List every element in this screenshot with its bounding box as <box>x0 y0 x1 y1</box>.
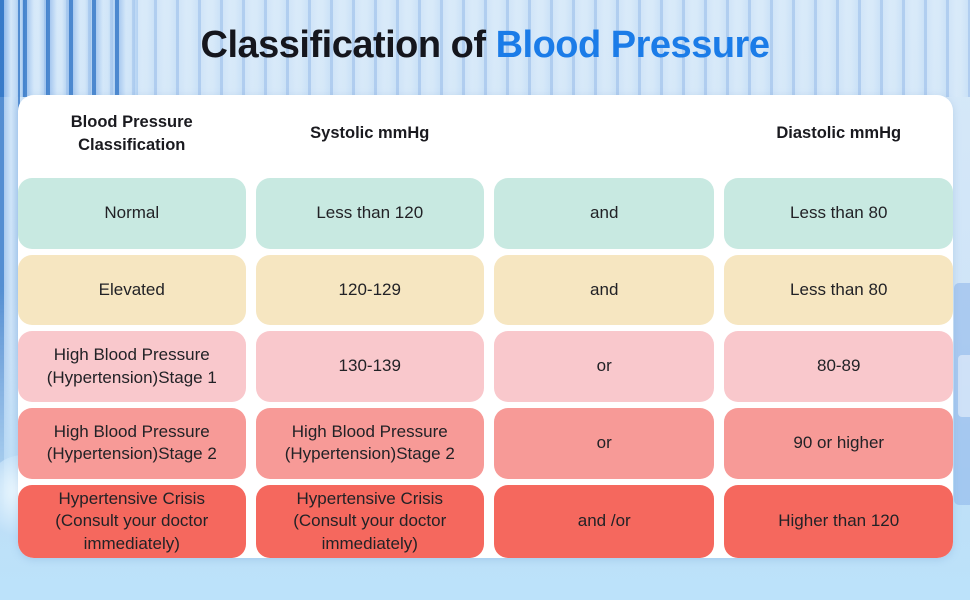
cell-diastolic-stage2: 90 or higher <box>724 408 953 479</box>
cell-connector-stage1: or <box>494 331 715 403</box>
header-connector-spacer <box>494 95 714 172</box>
right-edge-highlight <box>958 355 970 417</box>
cell-systolic-stage1: 130-139 <box>255 331 484 403</box>
cell-diastolic-normal: Less than 80 <box>724 178 953 249</box>
cell-classification-stage1: High Blood Pressure (Hypertension)Stage … <box>18 331 246 403</box>
curtain-stripes-left-edge <box>0 0 20 520</box>
title-prefix: Classification of <box>200 24 487 66</box>
cell-connector-stage2: or <box>494 408 715 479</box>
header-diastolic: Diastolic mmHg <box>776 124 902 143</box>
cell-connector-elevated: and <box>494 254 715 326</box>
cell-systolic-elevated: 120-129 <box>255 254 484 326</box>
curtain-stripes-top-left <box>0 0 138 97</box>
cell-connector-normal: and <box>494 178 715 249</box>
cell-classification-crisis: Hypertensive Crisis (Consult your doctor… <box>18 484 246 558</box>
curtain-stripes-background <box>0 0 970 97</box>
cell-systolic-stage2: High Blood Pressure (Hypertension)Stage … <box>255 408 484 479</box>
cell-diastolic-stage1: 80-89 <box>724 331 953 403</box>
cell-classification-normal: Normal <box>18 178 246 249</box>
header-systolic: Systolic mmHg <box>310 124 430 143</box>
cell-diastolic-elevated: Less than 80 <box>724 254 953 326</box>
cell-systolic-normal: Less than 120 <box>255 178 484 249</box>
cell-systolic-crisis: Hypertensive Crisis (Consult your doctor… <box>255 484 484 558</box>
blood-pressure-table: Blood Pressure Classification Systolic m… <box>18 95 953 558</box>
header-classification: Blood Pressure Classification <box>70 113 193 154</box>
cell-diastolic-crisis: Higher than 120 <box>724 484 953 558</box>
cell-classification-elevated: Elevated <box>18 254 246 326</box>
right-edge-decoration <box>954 283 970 505</box>
page-title: Classification of Blood Pressure <box>0 24 970 67</box>
title-highlight: Blood Pressure <box>495 24 770 66</box>
cell-connector-crisis: and /or <box>494 484 715 558</box>
cell-classification-stage2: High Blood Pressure (Hypertension)Stage … <box>18 408 246 479</box>
